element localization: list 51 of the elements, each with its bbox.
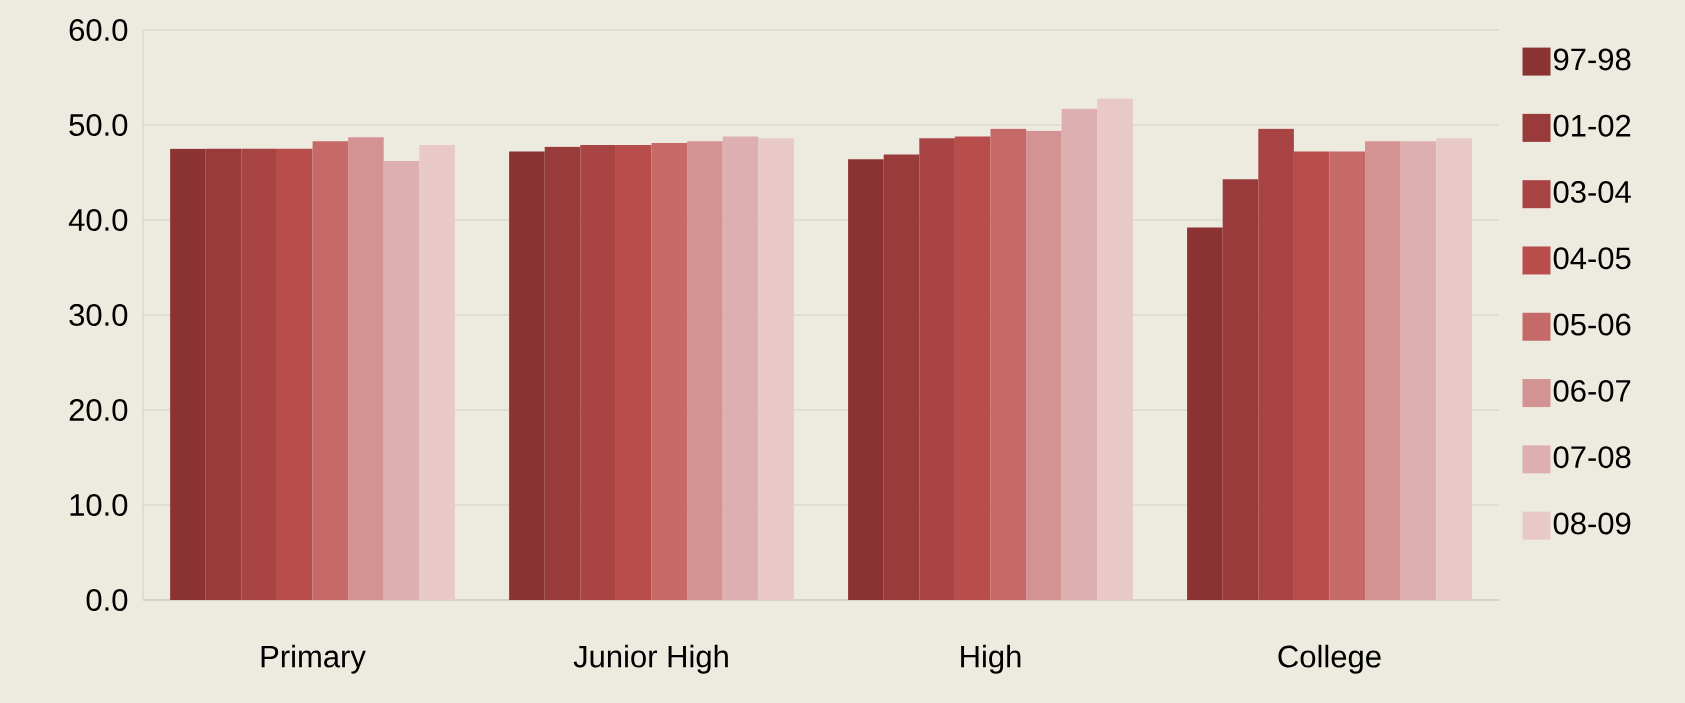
bar	[883, 154, 920, 600]
bar	[509, 151, 545, 600]
bar	[1187, 227, 1223, 600]
x-tick-label: Primary	[261, 644, 366, 674]
legend-label: 08-09	[1553, 512, 1631, 535]
bar	[348, 137, 384, 600]
bar	[615, 144, 652, 600]
y-tick-label: 60.0	[69, 19, 128, 41]
y-tick-label: 50.0	[69, 114, 128, 136]
bar	[919, 138, 955, 600]
bar	[1258, 128, 1294, 600]
bar	[651, 143, 688, 600]
bar	[954, 136, 991, 600]
bar	[687, 141, 723, 600]
y-tick-label: 0.0	[86, 589, 128, 611]
bar	[758, 138, 794, 600]
bar	[241, 148, 277, 600]
bar	[1400, 141, 1437, 600]
bar	[848, 159, 884, 600]
y-tick-label: 40.0	[68, 209, 128, 231]
legend-label: 05-06	[1553, 313, 1631, 336]
bar	[205, 148, 242, 600]
bar	[383, 161, 420, 600]
y-tick-label: 10.0	[70, 494, 128, 516]
bar	[276, 148, 313, 600]
bar	[1365, 141, 1401, 600]
y-tick-label: 30.0	[69, 304, 128, 326]
bar	[544, 146, 581, 600]
bar	[1222, 179, 1259, 600]
bar	[1061, 108, 1098, 600]
bar	[1097, 98, 1133, 600]
legend-label: 07-08	[1553, 446, 1631, 469]
legend-label: 03-04	[1553, 181, 1631, 203]
bar	[1293, 151, 1330, 600]
bar	[419, 144, 455, 600]
x-tick-label: Junior High	[573, 644, 728, 674]
bar	[1026, 130, 1062, 600]
legend-label: 04-05	[1553, 247, 1631, 270]
bar	[170, 148, 206, 600]
legend-label: 06-07	[1553, 379, 1631, 402]
x-tick-label: College	[1278, 644, 1381, 674]
bar	[312, 141, 349, 600]
bar	[1329, 151, 1366, 600]
bar	[580, 144, 616, 600]
legend-label: 01-02	[1553, 114, 1631, 137]
bar	[1436, 138, 1472, 600]
bar	[722, 136, 759, 600]
legend-label: 97-98	[1553, 48, 1631, 71]
bar	[990, 128, 1027, 600]
y-tick-label: 20.0	[69, 399, 128, 421]
x-tick-label: High	[961, 644, 1021, 674]
